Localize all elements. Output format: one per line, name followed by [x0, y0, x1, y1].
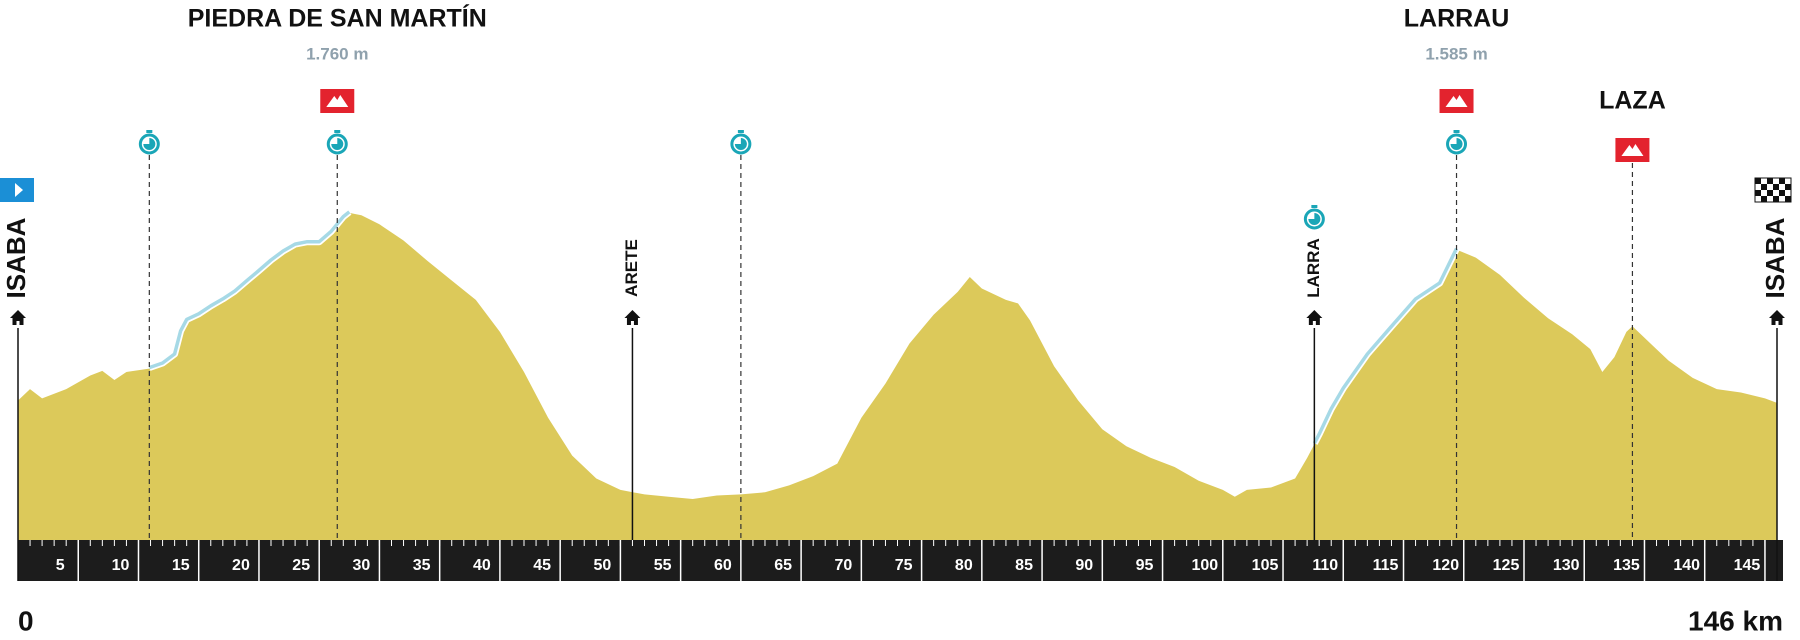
checker [1785, 184, 1791, 190]
x-tick-label: 70 [834, 557, 852, 574]
timer-fill [331, 138, 344, 150]
town-label: LARRA [1304, 238, 1323, 298]
checkpoint-icon [1446, 130, 1468, 155]
x-tick-label: 95 [1136, 557, 1154, 574]
elevation-area [18, 212, 1777, 540]
timer-fill [1308, 213, 1321, 225]
town-label: ISABA [1, 217, 31, 298]
town-icon [10, 310, 26, 325]
flag-arrow [15, 183, 23, 197]
climb-flag [320, 89, 355, 113]
checker [1761, 178, 1767, 184]
checker [1785, 178, 1791, 184]
checker [1761, 190, 1767, 196]
x-tick-label: 85 [1015, 557, 1033, 574]
checkpoint-icon [326, 130, 348, 155]
end-distance: 146 km [1688, 605, 1783, 636]
checker [1767, 196, 1773, 202]
checker [1755, 190, 1761, 196]
town-icon [1769, 310, 1785, 325]
timer-fill [143, 138, 156, 150]
checker [1761, 184, 1767, 190]
x-tick-label: 80 [955, 557, 973, 574]
distance-bar [18, 540, 1783, 581]
timer-knob [334, 130, 341, 133]
flag-mountain [326, 95, 349, 107]
x-tick-label: 110 [1312, 557, 1338, 574]
checker [1779, 196, 1785, 202]
x-tick-label: 55 [654, 557, 672, 574]
checker-border [1754, 177, 1792, 203]
climb-name: LAZA [1599, 87, 1666, 115]
climb-name: PIEDRA DE SAN MARTÍN [188, 4, 487, 33]
timer-knob [1311, 205, 1318, 208]
timer-fill [1450, 138, 1463, 150]
checkpoint-icon [1303, 205, 1325, 230]
start-flag [0, 178, 34, 202]
x-tick-label: 145 [1734, 557, 1761, 574]
finish-flag [1754, 177, 1792, 203]
town-icon [1306, 310, 1323, 325]
town-label: ARETE [622, 239, 641, 297]
climb-name: LARRAU [1404, 5, 1510, 33]
x-tick-label: 100 [1191, 557, 1218, 574]
checkpoint-icon [138, 130, 160, 155]
x-tick-label: 140 [1673, 557, 1700, 574]
x-tick-label: 40 [473, 557, 491, 574]
climb-altitude: 1.585 m [1425, 44, 1487, 63]
flag-mountain [1445, 95, 1468, 107]
climb-flag [1615, 138, 1650, 162]
checker [1779, 190, 1785, 196]
town-label: ISABA [1760, 217, 1790, 298]
start-distance: 0 [18, 605, 34, 636]
checker [1767, 190, 1773, 196]
checker [1773, 178, 1779, 184]
checker [1773, 190, 1779, 196]
x-tick-label: 115 [1373, 557, 1399, 574]
x-tick-label: 20 [232, 557, 250, 574]
timer-knob [1453, 130, 1460, 133]
checker [1755, 184, 1761, 190]
x-tick-label: 15 [172, 557, 190, 574]
x-tick-label: 25 [292, 557, 310, 574]
climb-highlight [1312, 247, 1459, 445]
checker [1779, 184, 1785, 190]
x-tick-label: 35 [413, 557, 431, 574]
climb-flag [1439, 89, 1474, 113]
x-tick-label: 90 [1075, 557, 1093, 574]
x-tick-label: 5 [56, 557, 65, 574]
timer-fill [734, 138, 747, 150]
x-tick-label: 125 [1493, 557, 1520, 574]
x-tick-label: 30 [353, 557, 371, 574]
checker [1773, 184, 1779, 190]
x-tick-label: 105 [1252, 557, 1279, 574]
x-tick-label: 75 [895, 557, 913, 574]
climb-altitude: 1.760 m [306, 44, 368, 63]
climb-highlight [148, 210, 351, 370]
x-tick-label: 130 [1553, 557, 1580, 574]
checker [1755, 178, 1761, 184]
checker [1779, 178, 1785, 184]
checker [1785, 196, 1791, 202]
x-tick-label: 120 [1432, 557, 1459, 574]
x-tick-label: 10 [112, 557, 130, 574]
timer-knob [146, 130, 153, 133]
checkpoint-icon [730, 130, 752, 155]
checker [1773, 196, 1779, 202]
x-tick-label: 45 [533, 557, 551, 574]
checker [1767, 178, 1773, 184]
checker [1761, 196, 1767, 202]
x-tick-label: 50 [593, 557, 611, 574]
checker [1767, 184, 1773, 190]
x-tick-label: 65 [774, 557, 792, 574]
flag-mountain [1621, 144, 1644, 156]
checker [1785, 190, 1791, 196]
x-tick-label: 60 [714, 557, 732, 574]
timer-knob [737, 130, 744, 133]
town-icon [624, 310, 641, 325]
x-tick-label: 135 [1613, 557, 1640, 574]
checker [1755, 196, 1761, 202]
